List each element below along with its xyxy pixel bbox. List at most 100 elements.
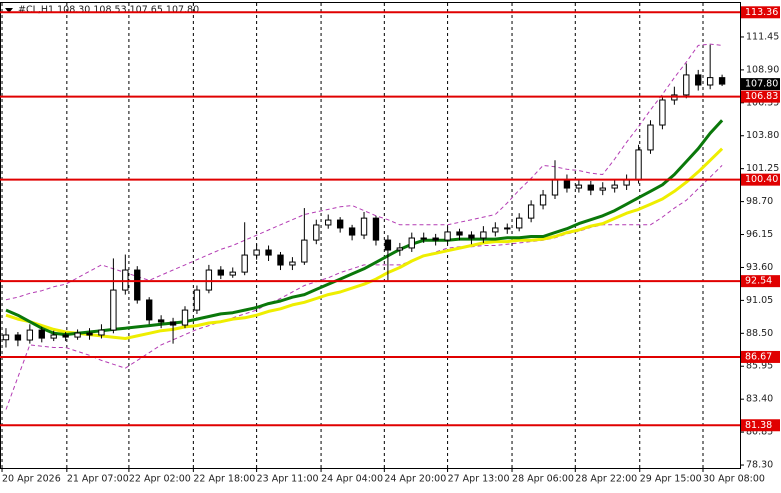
candle-body [38, 329, 45, 339]
y-tick-label: 111.45 [746, 31, 779, 42]
level-label-box [741, 90, 780, 103]
x-tick-label: 30 Apr 08:00 [703, 474, 765, 485]
candle-body [384, 239, 392, 251]
candle-body [336, 219, 344, 229]
candle-body [110, 289, 117, 331]
x-tick-label: 21 Apr 07:00 [67, 474, 129, 485]
x-tick-label: 20 Apr 2026 [2, 474, 61, 485]
candle-body [575, 184, 583, 189]
plot-area [1, 3, 726, 468]
candle-body [480, 231, 487, 239]
x-tick-label: 22 Apr 02:00 [129, 474, 191, 485]
candle-body [98, 329, 105, 336]
candle-body [659, 99, 666, 126]
candle-body [122, 269, 129, 291]
candle-body [348, 227, 356, 236]
candle-body [86, 332, 93, 336]
current-price-box [741, 78, 780, 91]
level-label: 113.36 [745, 7, 778, 18]
y-tick-label: 80.85 [746, 427, 773, 438]
y-tick-label: 85.95 [746, 361, 773, 372]
y-tick-label: 106.35 [746, 97, 779, 108]
candle-body [157, 319, 165, 323]
candle-body [50, 334, 57, 339]
candle-body [277, 254, 284, 266]
x-tick-label: 28 Apr 06:00 [512, 474, 574, 485]
x-tick-label: 23 Apr 11:00 [257, 474, 319, 485]
candle-body [623, 179, 630, 186]
candle-body [718, 77, 726, 85]
candle-body [611, 184, 618, 189]
y-tick-label: 91.05 [746, 295, 773, 306]
candle-body [229, 271, 236, 276]
y-tick-label: 78.30 [746, 460, 773, 471]
level-label: 92.54 [745, 276, 772, 287]
level-label-box [741, 350, 780, 363]
candle-body [74, 332, 81, 338]
level-label: 86.67 [745, 351, 772, 362]
candle-body [420, 237, 427, 240]
candle-body [527, 204, 535, 219]
x-tick-label: 29 Apr 15:00 [640, 474, 702, 485]
candle-body [539, 194, 547, 206]
candle-body [301, 239, 308, 263]
candle-body [205, 269, 213, 291]
x-tick-label: 22 Apr 18:00 [193, 474, 255, 485]
moving-average [5, 119, 724, 337]
level-label-box [741, 173, 780, 186]
candle-body [62, 334, 69, 338]
level-label: 100.40 [745, 174, 778, 185]
candle-body [444, 231, 451, 241]
candle-body [587, 184, 594, 191]
candle-body [181, 309, 189, 326]
y-tick-label: 96.15 [746, 229, 773, 240]
candle-body [372, 217, 380, 241]
candle-body [647, 124, 654, 151]
x-tick-label: 28 Apr 22:00 [575, 474, 637, 485]
candle-body [408, 237, 415, 249]
candle-body [146, 299, 153, 321]
candle-body [134, 269, 141, 301]
level-label-box [741, 275, 780, 288]
y-tick-label: 88.50 [746, 328, 773, 339]
candle-body [635, 149, 642, 181]
candle-body [695, 74, 702, 86]
y-tick-label: 103.80 [746, 130, 779, 141]
candle-body [683, 74, 690, 96]
candle-body [253, 249, 260, 256]
candle-body [169, 321, 177, 326]
y-tick-label: 98.70 [746, 196, 773, 207]
candle-body [516, 217, 523, 229]
candle-body [26, 329, 34, 341]
candle-body [325, 219, 332, 226]
candle-body [217, 269, 224, 276]
level-label-box [741, 6, 780, 19]
y-tick-label: 108.90 [746, 64, 779, 75]
candle-body [193, 289, 201, 311]
candle-body [492, 227, 499, 233]
candle-body [265, 249, 272, 256]
candle-body [360, 217, 368, 236]
current-price-label: 107.80 [745, 79, 778, 90]
candle-body [2, 334, 10, 341]
level-label-box [741, 419, 780, 432]
candle-body [504, 227, 511, 230]
level-label: 106.83 [745, 91, 778, 102]
moving-average [5, 147, 724, 340]
candle-body [432, 237, 439, 241]
y-tick-label: 83.40 [746, 394, 773, 405]
candle-body [563, 179, 571, 189]
candle-body [313, 224, 320, 241]
menu-arrow[interactable] [5, 8, 13, 13]
plot-frame [0, 2, 741, 469]
x-tick-label: 24 Apr 20:00 [384, 474, 446, 485]
candle-body [456, 231, 463, 236]
candle-body [14, 334, 22, 341]
y-tick-label: 93.60 [746, 262, 773, 273]
x-tick-label: 27 Apr 13:00 [448, 474, 510, 485]
candle-body [468, 234, 475, 239]
candle-body [599, 187, 606, 191]
candle-body [551, 179, 559, 196]
level-label: 81.38 [745, 420, 772, 431]
